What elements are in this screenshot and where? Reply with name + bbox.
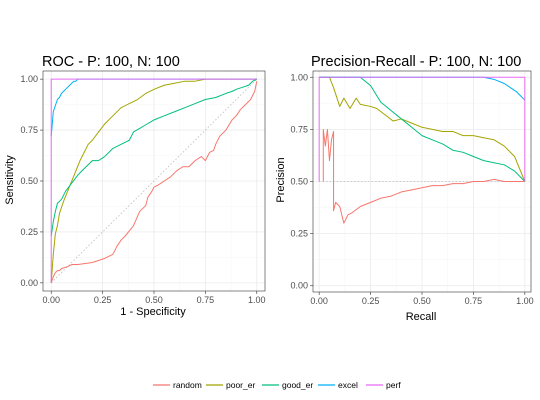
legend-item-poor_er: poor_er <box>206 380 255 390</box>
legend-label-poor_er: poor_er <box>226 380 255 390</box>
roc-y-tick-label: 0.25 <box>20 227 38 237</box>
roc-x-axis-title: 1 - Specificity <box>120 306 186 318</box>
roc-y-tick-label: 0.00 <box>20 278 38 288</box>
pr-series-perf <box>318 76 526 182</box>
legend-item-random: random <box>153 380 202 390</box>
pr-y-tick-label: 0.25 <box>290 229 308 239</box>
roc-title: ROC - P: 100, N: 100 <box>42 54 180 70</box>
pr-y-tick-label: 0.75 <box>290 124 308 134</box>
roc-x-tick-label: 0.75 <box>197 295 215 305</box>
roc-y-tick-label: 0.75 <box>20 125 38 135</box>
precision-recall-panel: Precision-Recall - P: 100, N: 100 0.00 0.… <box>275 54 534 323</box>
roc-reference-line <box>50 78 258 284</box>
roc-y-tick-label: 0.50 <box>20 176 38 186</box>
roc-y-tick-label: 1.00 <box>20 74 38 84</box>
pr-series-random <box>322 128 525 224</box>
roc-x-tick-label: 0.50 <box>145 295 163 305</box>
roc-panel: ROC - P: 100, N: 100 0.00 0.25 0.50 0.75 1.0… <box>4 54 266 318</box>
roc-series-perf <box>50 78 257 283</box>
pr-x-tick-label: 0.75 <box>465 296 483 306</box>
legend-label-good_er: good_er <box>282 380 313 390</box>
pr-x-tick-label: 1.00 <box>516 296 534 306</box>
legend-item-excel: excel <box>318 380 358 390</box>
pr-y-axis-title: Precision <box>275 157 287 202</box>
pr-y-tick-label: 0.50 <box>290 177 308 187</box>
pr-y-tick-label: 1.00 <box>290 72 308 82</box>
legend-item-perf: perf <box>366 380 401 390</box>
roc-series-random <box>50 81 258 284</box>
legend-label-excel: excel <box>338 380 358 390</box>
roc-x-tick-label: 1.00 <box>248 295 266 305</box>
roc-series-good_er <box>50 78 258 237</box>
pr-title: Precision-Recall - P: 100, N: 100 <box>311 54 521 70</box>
roc-x-tick-label: 0.00 <box>42 295 60 305</box>
pr-x-axis-title: Recall <box>406 311 437 323</box>
pr-series-poor_er <box>321 76 526 182</box>
pr-series-good_er <box>319 76 526 182</box>
legend-label-random: random <box>173 380 202 390</box>
legend: random poor_er good_er excel perf <box>153 380 401 390</box>
pr-x-tick-label: 0.00 <box>310 296 328 306</box>
pr-x-tick-label: 0.25 <box>362 296 380 306</box>
roc-y-axis-title: Sensitivity <box>4 155 16 205</box>
pr-x-tick-label: 0.50 <box>413 296 431 306</box>
roc-x-tick-label: 0.25 <box>94 295 112 305</box>
legend-label-perf: perf <box>386 380 401 390</box>
pr-y-tick-label: 0.00 <box>290 281 308 291</box>
legend-item-good_er: good_er <box>262 380 313 390</box>
